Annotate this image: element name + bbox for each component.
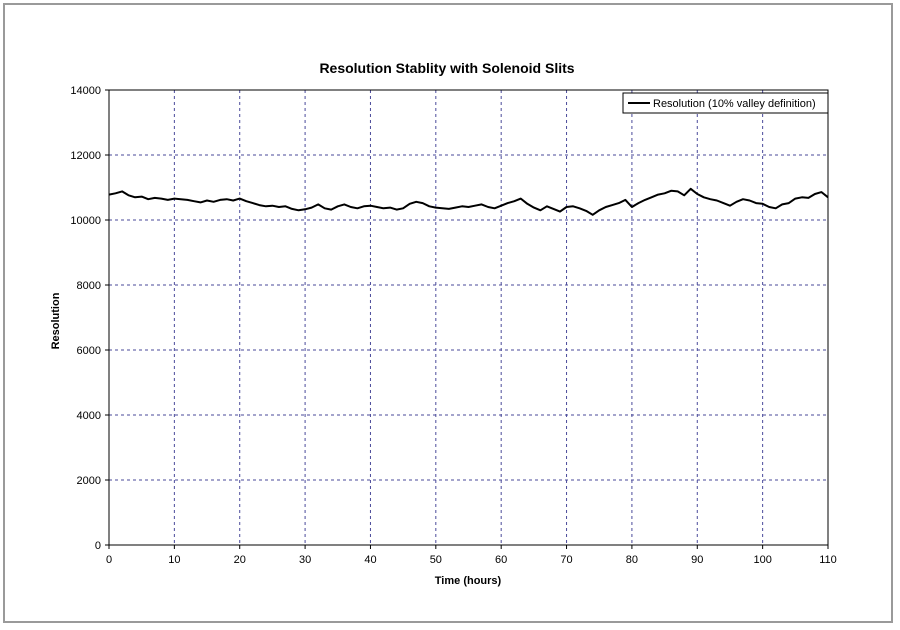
y-tick-label: 0 [95,540,101,552]
resolution-series-line [108,187,829,216]
chart-title: Resolution Stablity with Solenoid Slits [319,60,574,76]
grid [109,90,828,545]
plot-area [108,89,829,546]
x-tick-label: 30 [299,554,311,566]
line-chart: Resolution Stablity with Solenoid Slits … [50,60,837,587]
legend-entry-resolution: Resolution (10% valley definition) [653,98,816,110]
legend: Resolution (10% valley definition) [622,92,829,114]
x-tick-label: 20 [234,554,246,566]
axis-ticks: 0 10 20 30 40 50 60 70 80 90 100 110 0 2000 4000 6000 80… [70,85,836,566]
x-tick-label: 100 [753,554,771,566]
y-tick-label: 2000 [77,475,101,487]
y-tick-label: 10000 [70,215,101,227]
x-tick-label: 10 [168,554,180,566]
chart-frame: Resolution Stablity with Solenoid Slits … [3,3,893,623]
x-tick-label: 50 [430,554,442,566]
x-tick-label: 0 [106,554,112,566]
y-axis-label: Resolution [50,292,62,349]
x-tick-label: 80 [626,554,638,566]
y-tick-label: 12000 [70,150,101,162]
y-tick-label: 8000 [77,280,101,292]
x-axis-label: Time (hours) [435,575,502,587]
x-tick-label: 90 [691,554,703,566]
y-tick-label: 14000 [70,85,101,97]
x-tick-label: 40 [364,554,376,566]
x-tick-label: 110 [819,554,837,566]
y-tick-label: 4000 [77,410,101,422]
x-tick-label: 60 [495,554,507,566]
y-tick-label: 6000 [77,345,101,357]
x-tick-label: 70 [560,554,572,566]
legend-box [622,92,829,114]
